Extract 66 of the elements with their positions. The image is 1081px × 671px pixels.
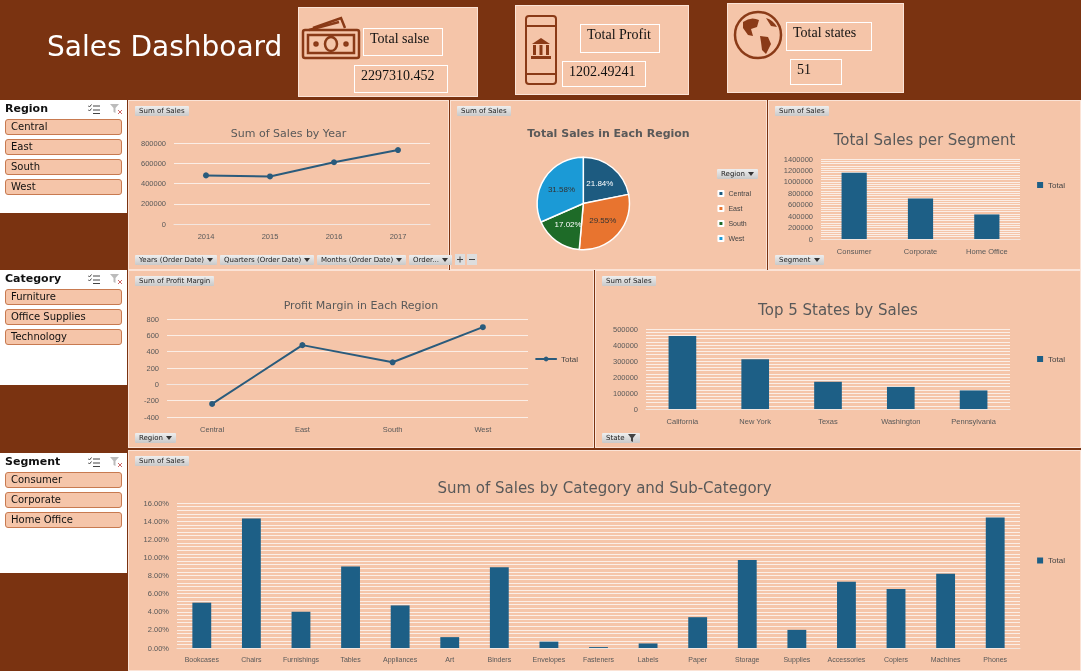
bar [841,172,867,239]
text: Total states [786,22,872,51]
point [209,400,216,407]
text: 2297310.452 [354,65,448,93]
bar [341,566,360,648]
chart-title: Sum of Sales by Year [230,127,347,140]
data-label: 21.84% [586,178,614,188]
bar [787,629,807,648]
legend-label: Total [1048,180,1066,190]
bar [668,335,697,409]
bar [688,617,708,648]
data-label: 17.02% [554,220,582,230]
point [267,173,273,180]
text: West [5,179,122,195]
bar [959,390,988,409]
text: Central [5,119,122,135]
bar [886,386,915,409]
text: 51 [790,59,842,85]
bar [936,573,956,648]
text: Corporate [5,492,122,508]
bar [489,567,509,648]
point [389,359,396,366]
bar [974,214,1000,239]
text: Total Profit [580,24,660,53]
text: Segment [5,455,61,468]
point [299,342,306,349]
point [203,172,209,179]
text: Region [5,102,48,115]
bar [837,581,856,648]
text: Sales Dashboard [47,30,283,63]
text: Total salse [363,28,443,56]
legend-label: Total [1048,354,1066,364]
bar [985,517,1005,648]
bar [638,643,658,648]
bar [886,589,906,648]
text: South [5,159,122,175]
bar [907,198,934,239]
legend-label: Total [1048,556,1066,565]
bar [741,359,770,409]
text: 1202.49241 [562,61,646,87]
data-label: 31.58% [547,184,576,194]
point [479,324,486,331]
chart-title: Sum of Sales by Category and Sub-Category [437,478,772,497]
data-label: 29.55% [589,216,617,226]
chart-title: Total Sales per Segment [832,130,1016,149]
bar [440,637,460,648]
bar [192,602,212,648]
point [331,159,337,166]
text: Office Supplies [5,309,122,325]
bar [291,611,311,648]
bar [539,641,559,648]
text: Consumer [5,472,122,488]
bar [814,381,842,409]
point [395,147,401,154]
chart-title: Total Sales in Each Region [527,127,690,140]
legend-label: Total [561,354,579,364]
bar [390,605,410,648]
text: Technology [5,329,122,345]
chart-title: Top 5 States by Sales [757,300,919,319]
text: Home Office [5,512,122,528]
bar [737,560,757,648]
bar [241,518,261,648]
text: Category [5,272,62,285]
text: East [5,139,122,155]
text: Furniture [5,289,122,305]
chart-title: Profit Margin in Each Region [283,299,439,312]
